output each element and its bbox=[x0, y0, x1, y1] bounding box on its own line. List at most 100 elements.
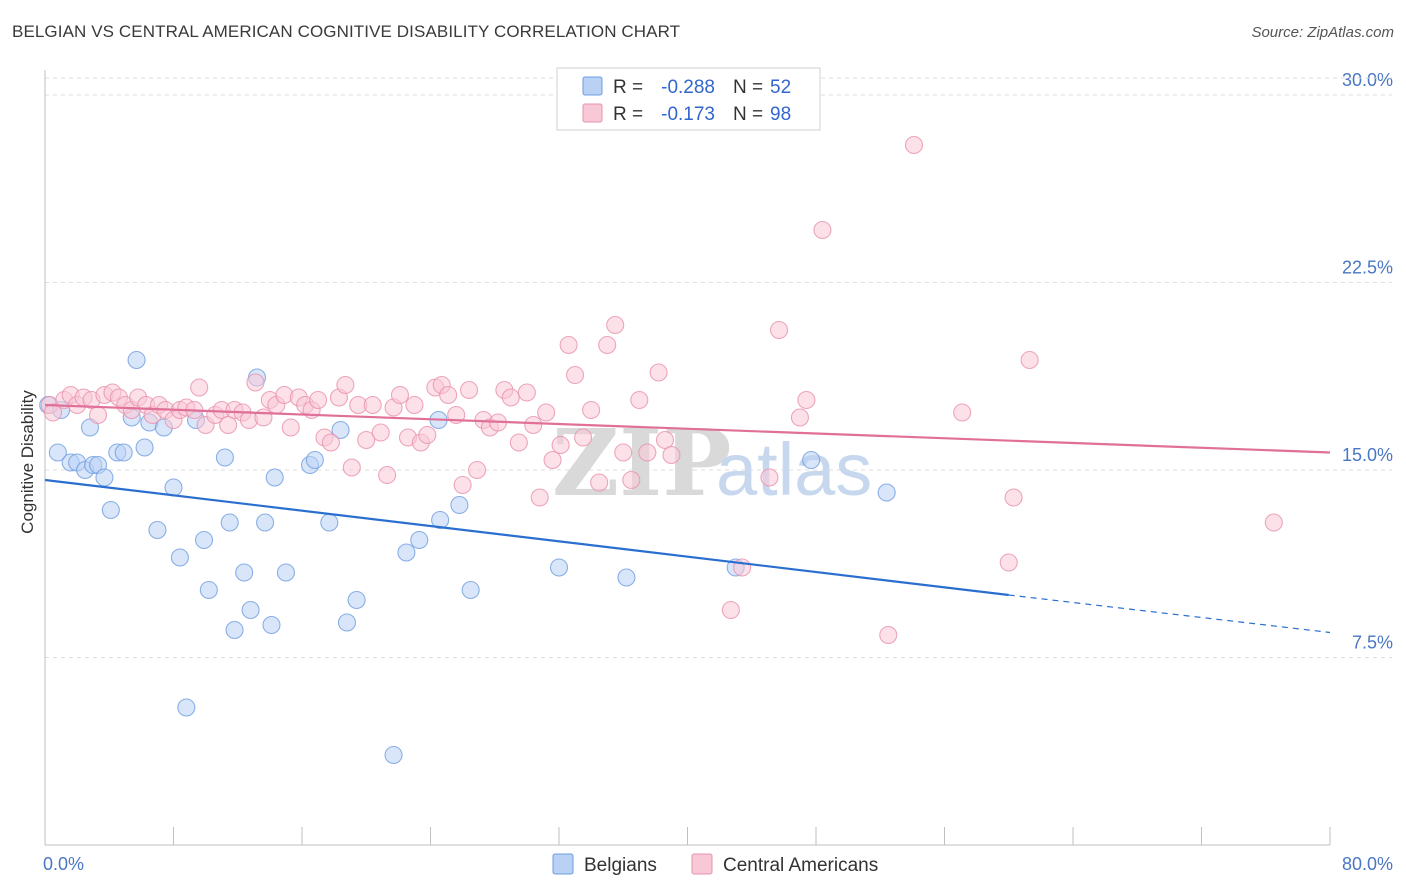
central-american-point bbox=[582, 400, 601, 420]
central-american-point bbox=[543, 450, 562, 470]
central-american-point bbox=[598, 335, 617, 355]
central-american-point bbox=[904, 135, 924, 155]
legend-n-label: N = bbox=[733, 104, 763, 125]
central-american-point bbox=[336, 375, 355, 395]
x-tick-label: 80.0% bbox=[1342, 854, 1393, 874]
legend-n-label: N = bbox=[733, 77, 763, 98]
central-american-point bbox=[1020, 350, 1039, 370]
central-american-point bbox=[501, 388, 520, 407]
central-american-point bbox=[770, 320, 789, 340]
belgian-point bbox=[802, 450, 821, 470]
central-american-point bbox=[281, 418, 300, 437]
belgian-point bbox=[148, 520, 167, 540]
bottom-legend-swatch bbox=[552, 853, 574, 875]
y-axis-label-group: Cognitive Disability bbox=[18, 390, 37, 534]
legend-n-value: 52 bbox=[770, 77, 791, 98]
central-american-point bbox=[453, 475, 472, 495]
belgian-point bbox=[337, 613, 357, 632]
central-american-trend-line bbox=[44, 403, 1331, 454]
central-american-point bbox=[649, 363, 668, 382]
central-american-point bbox=[357, 430, 376, 450]
bottom-legend-label: Central Americans bbox=[723, 855, 878, 876]
central-american-point bbox=[614, 443, 633, 462]
central-american-point bbox=[590, 473, 609, 492]
belgian-point bbox=[461, 580, 480, 600]
belgian-point bbox=[265, 468, 284, 487]
belgian-point bbox=[95, 468, 114, 487]
legend-swatch bbox=[582, 76, 603, 96]
central-american-point bbox=[378, 465, 397, 485]
axes: 0.0% 80.0% bbox=[43, 70, 1393, 874]
y-tick-label: 15.0% bbox=[1342, 445, 1393, 465]
legend-swatch bbox=[582, 103, 603, 123]
central-american-point bbox=[606, 315, 625, 335]
belgian-point bbox=[164, 478, 183, 497]
central-american-point bbox=[566, 365, 585, 385]
central-american-point bbox=[622, 470, 641, 490]
data-points bbox=[39, 135, 1283, 765]
central-american-point bbox=[797, 390, 816, 410]
central-american-point bbox=[321, 433, 340, 452]
central-american-point bbox=[390, 385, 410, 405]
central-american-point bbox=[418, 425, 437, 445]
central-american-point bbox=[342, 458, 361, 477]
central-american-point bbox=[309, 390, 328, 410]
belgian-point bbox=[450, 495, 469, 515]
belgian-point bbox=[549, 558, 569, 577]
y-tick-label: 7.5% bbox=[1352, 633, 1393, 653]
belgian-point bbox=[331, 420, 350, 440]
y-tick-label: 22.5% bbox=[1342, 258, 1393, 278]
belgian-trend-line bbox=[44, 478, 1009, 597]
belgian-point bbox=[397, 543, 416, 562]
central-american-point bbox=[88, 405, 108, 425]
legend: R = -0.288 N = 52 R = -0.173 N = 98 bbox=[556, 67, 821, 131]
legend-r-label: R = bbox=[613, 77, 643, 98]
central-american-point bbox=[509, 433, 528, 452]
legend-n-value: 98 bbox=[770, 104, 791, 125]
belgian-point bbox=[431, 510, 450, 530]
belgian-point bbox=[199, 580, 218, 600]
bottom-legend: Belgians Central Americans bbox=[552, 853, 878, 876]
bottom-legend-label: Belgians bbox=[584, 855, 657, 876]
belgian-point bbox=[135, 438, 154, 457]
central-american-point bbox=[405, 395, 424, 415]
belgian-point bbox=[617, 568, 636, 587]
y-axis-label: Cognitive Disability bbox=[18, 390, 37, 534]
belgian-point bbox=[877, 483, 896, 502]
bottom-legend-swatch bbox=[691, 853, 713, 875]
central-american-point bbox=[655, 430, 675, 450]
central-american-point bbox=[363, 395, 382, 415]
central-american-point bbox=[662, 445, 681, 465]
central-american-point bbox=[254, 408, 273, 427]
belgian-point bbox=[305, 450, 324, 470]
central-american-point bbox=[468, 460, 487, 480]
belgian-point bbox=[114, 443, 133, 462]
central-american-point bbox=[524, 415, 543, 435]
central-american-point bbox=[1004, 488, 1023, 507]
central-american-point bbox=[721, 600, 740, 620]
central-american-point bbox=[551, 435, 570, 455]
belgian-point bbox=[241, 600, 260, 620]
central-american-point bbox=[537, 403, 556, 422]
x-tick-label: 0.0% bbox=[43, 854, 84, 874]
central-american-point bbox=[439, 385, 458, 405]
central-american-point bbox=[517, 383, 536, 402]
belgian-point bbox=[194, 530, 214, 550]
belgian-point bbox=[262, 615, 281, 635]
belgian-point bbox=[127, 350, 146, 370]
central-american-point bbox=[638, 443, 657, 462]
belgian-point bbox=[101, 500, 120, 520]
central-american-point bbox=[1264, 513, 1283, 532]
central-american-point bbox=[371, 423, 390, 442]
belgian-point bbox=[177, 698, 196, 717]
belgian-point bbox=[235, 563, 254, 582]
central-american-point bbox=[190, 378, 209, 397]
belgian-point bbox=[384, 745, 403, 765]
watermark-atlas: atlas bbox=[716, 428, 872, 511]
source-label: Source: ZipAtlas.com bbox=[1251, 24, 1394, 41]
legend-r-value: -0.288 bbox=[661, 77, 715, 98]
central-american-point bbox=[530, 488, 549, 507]
central-american-point bbox=[43, 403, 63, 422]
belgian-point bbox=[215, 448, 234, 467]
central-american-point bbox=[219, 415, 238, 435]
